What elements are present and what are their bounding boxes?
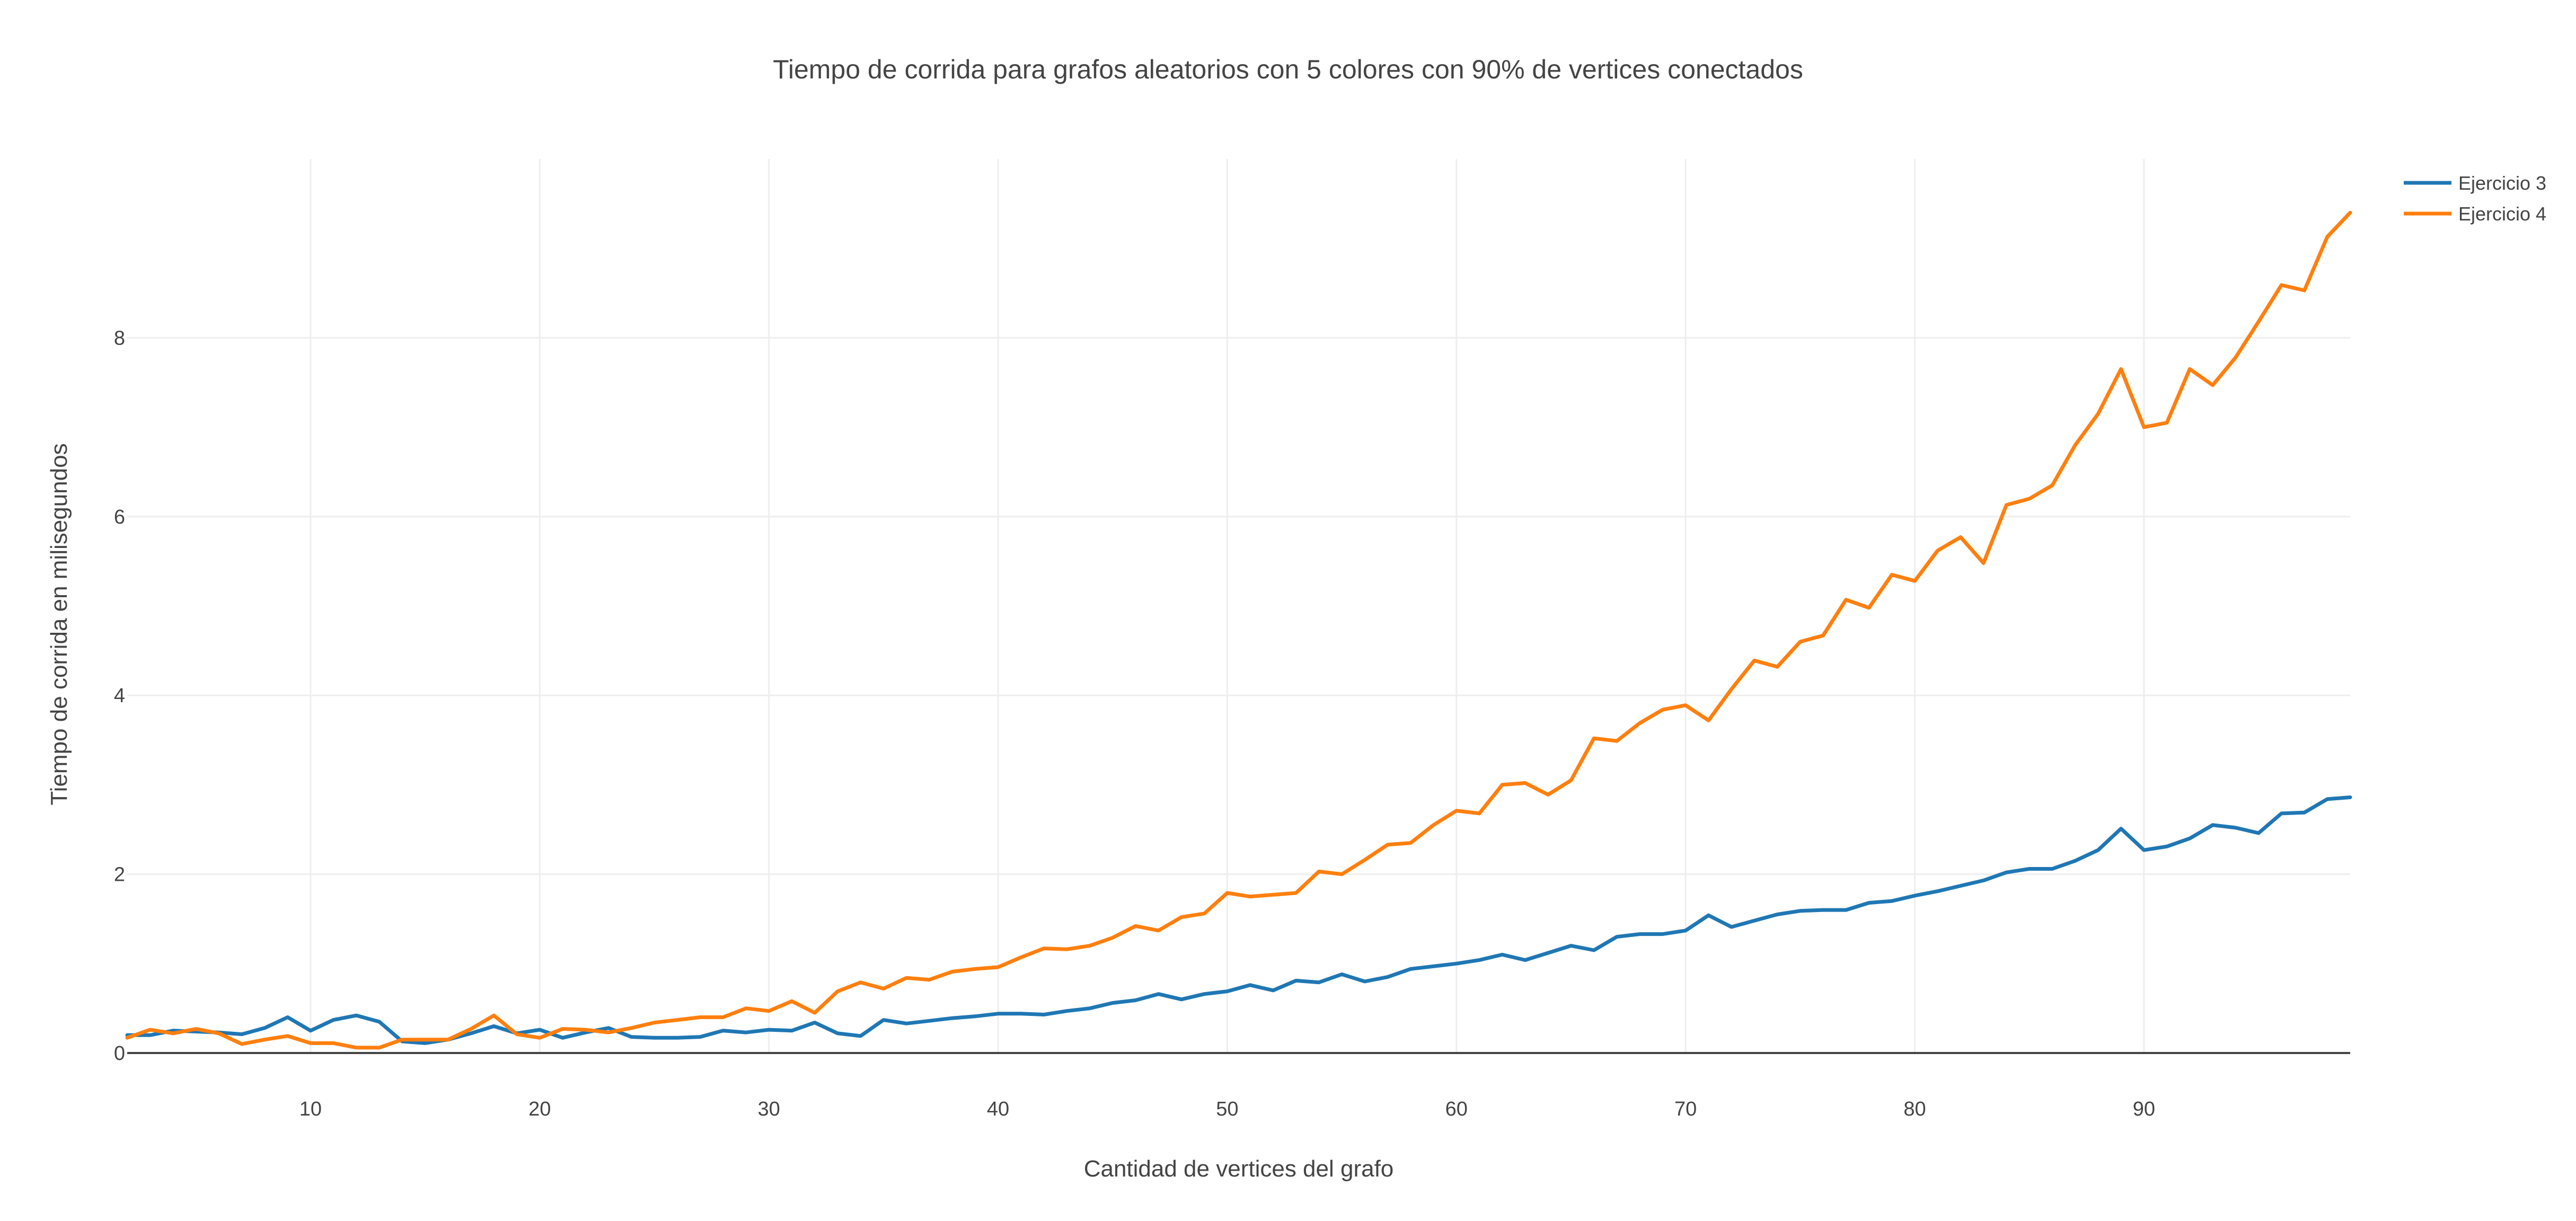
axes: 10 20 30 40 50 60 70 80 90 0 2 4 6 8 — [114, 327, 2350, 1120]
x-tick-label: 70 — [1674, 1098, 1697, 1120]
x-tick-label: 20 — [528, 1098, 551, 1120]
x-tick-label: 40 — [987, 1098, 1009, 1120]
x-axis-title: Cantidad de vertices del grafo — [1084, 1156, 1394, 1182]
y-tick-label: 8 — [114, 327, 125, 349]
legend-label: Ejercicio 3 — [2458, 172, 2546, 194]
legend[interactable]: Ejercicio 3 Ejercicio 4 — [2404, 172, 2546, 225]
x-tick-label: 90 — [2133, 1098, 2155, 1120]
legend-label: Ejercicio 4 — [2458, 203, 2546, 225]
gridlines — [127, 159, 2350, 1053]
chart-title: Tiempo de corrida para grafos aleatorios… — [773, 55, 1803, 84]
series-line-1 — [125, 795, 2352, 1045]
y-tick-label: 2 — [114, 864, 125, 886]
y-tick-label: 6 — [114, 506, 125, 528]
y-tick-label: 4 — [114, 685, 125, 707]
y-axis-title: Tiempo de corrida en milisegundos — [46, 443, 72, 805]
x-tick-label: 50 — [1216, 1098, 1238, 1120]
y-tick-label: 0 — [114, 1042, 125, 1065]
x-tick-label: 60 — [1445, 1098, 1468, 1120]
legend-item[interactable]: Ejercicio 4 — [2404, 203, 2546, 225]
series-line-2 — [125, 210, 2352, 1050]
series-lines — [125, 210, 2352, 1050]
x-tick-label: 10 — [299, 1098, 322, 1120]
legend-item[interactable]: Ejercicio 3 — [2404, 172, 2546, 194]
x-tick-label: 30 — [757, 1098, 780, 1120]
x-tick-label: 80 — [1903, 1098, 1926, 1120]
